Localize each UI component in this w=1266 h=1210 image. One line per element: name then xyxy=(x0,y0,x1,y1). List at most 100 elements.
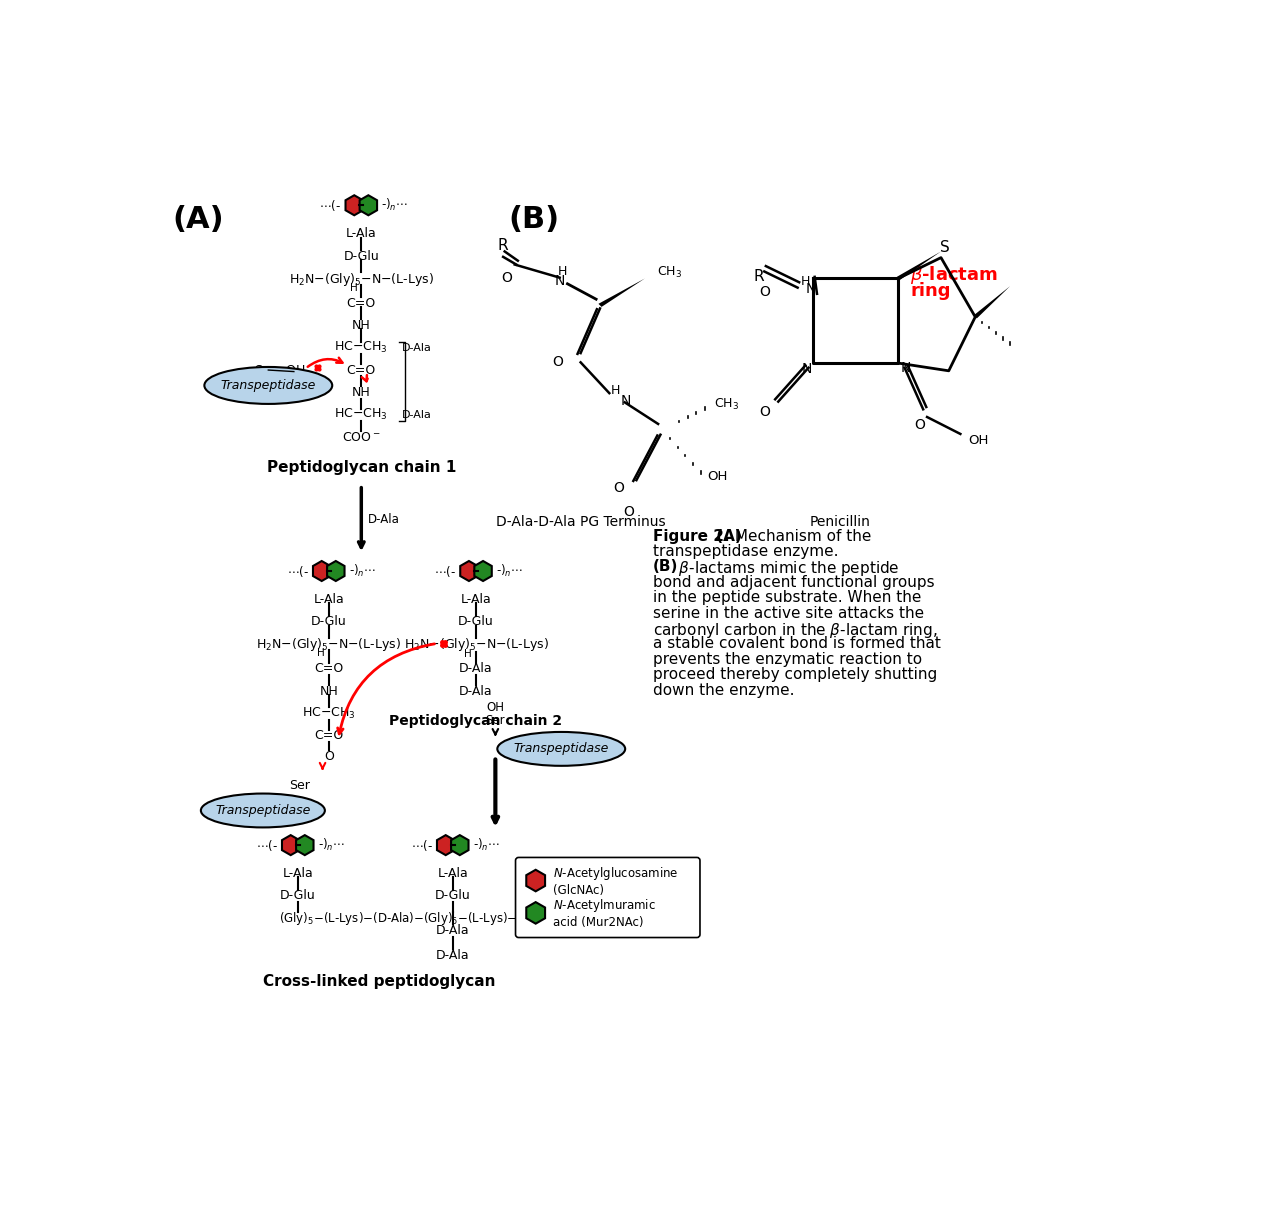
Text: D-Ala: D-Ala xyxy=(401,342,432,352)
Text: L-Ala: L-Ala xyxy=(314,593,344,606)
Polygon shape xyxy=(974,286,1010,318)
Text: NH: NH xyxy=(352,319,371,332)
Text: (A): (A) xyxy=(172,206,224,235)
Text: bond and adjacent functional groups: bond and adjacent functional groups xyxy=(653,575,934,589)
Text: L-Ala: L-Ala xyxy=(437,868,468,880)
Text: -)$_n$$\cdots$: -)$_n$$\cdots$ xyxy=(318,837,344,853)
Text: N: N xyxy=(805,282,817,296)
FancyBboxPatch shape xyxy=(515,858,700,938)
Polygon shape xyxy=(896,252,941,280)
Text: Transpeptidase: Transpeptidase xyxy=(215,803,310,817)
Polygon shape xyxy=(527,870,546,892)
Text: carbonyl carbon in the $\beta$-lactam ring,: carbonyl carbon in the $\beta$-lactam ri… xyxy=(653,621,937,640)
Text: $N$-Acetylmuramic
acid (Mur2NAc): $N$-Acetylmuramic acid (Mur2NAc) xyxy=(553,897,656,929)
Polygon shape xyxy=(475,561,491,581)
Text: H: H xyxy=(610,384,620,397)
Text: OH: OH xyxy=(486,702,504,714)
Text: H: H xyxy=(558,265,567,278)
Text: $\cdots$(-: $\cdots$(- xyxy=(319,197,341,213)
Text: Mechanism of the: Mechanism of the xyxy=(730,529,871,543)
Text: $\cdots$(-: $\cdots$(- xyxy=(256,837,277,853)
Text: D-Ala: D-Ala xyxy=(367,513,399,526)
Text: -)$_n$$\cdots$: -)$_n$$\cdots$ xyxy=(349,563,376,580)
Text: NH: NH xyxy=(319,685,338,698)
Text: transpeptidase enzyme.: transpeptidase enzyme. xyxy=(653,544,838,559)
Text: CH$_3$: CH$_3$ xyxy=(714,397,739,413)
Text: prevents the enzymatic reaction to: prevents the enzymatic reaction to xyxy=(653,652,922,667)
Text: Figure 2.: Figure 2. xyxy=(653,529,729,543)
Text: $N$-Acetylglucosamine
(GlcNAc): $N$-Acetylglucosamine (GlcNAc) xyxy=(553,865,679,897)
Polygon shape xyxy=(451,835,468,855)
Text: N: N xyxy=(620,393,630,408)
Text: D-Glu: D-Glu xyxy=(343,249,380,263)
Text: N: N xyxy=(555,273,565,288)
Text: C=O: C=O xyxy=(347,363,376,376)
Text: (B): (B) xyxy=(653,559,679,575)
Text: D-Glu: D-Glu xyxy=(436,889,471,903)
Text: H$_2$N$-$(Gly)$_5$$-$N$-$(L-Lys): H$_2$N$-$(Gly)$_5$$-$N$-$(L-Lys) xyxy=(404,636,548,653)
Text: D-Ala-D-Ala PG Terminus: D-Ala-D-Ala PG Terminus xyxy=(496,514,666,529)
Text: Cross-linked peptidoglycan: Cross-linked peptidoglycan xyxy=(263,974,495,989)
Text: $\cdots$(-: $\cdots$(- xyxy=(410,837,433,853)
Text: Ser: Ser xyxy=(486,714,505,727)
Text: $\cdots$(-: $\cdots$(- xyxy=(286,564,309,578)
Text: O: O xyxy=(501,271,513,284)
Text: H: H xyxy=(800,275,810,288)
Text: down the enzyme.: down the enzyme. xyxy=(653,682,794,698)
Polygon shape xyxy=(313,561,330,581)
Text: Transpeptidase: Transpeptidase xyxy=(220,379,316,392)
Text: O: O xyxy=(758,284,770,299)
Text: D-Ala: D-Ala xyxy=(436,949,470,962)
Text: $\beta$-lactams mimic the peptide: $\beta$-lactams mimic the peptide xyxy=(675,559,900,578)
Text: Peptidoglycan chain 2: Peptidoglycan chain 2 xyxy=(390,714,562,728)
Text: L-Ala: L-Ala xyxy=(346,227,377,241)
Text: -)$_n$$\cdots$: -)$_n$$\cdots$ xyxy=(496,563,523,580)
Text: H: H xyxy=(465,650,472,659)
Text: N: N xyxy=(901,361,912,375)
Text: HC$-$CH$_3$: HC$-$CH$_3$ xyxy=(334,340,389,356)
Text: proceed thereby completely shutting: proceed thereby completely shutting xyxy=(653,667,937,682)
Text: H: H xyxy=(349,283,357,293)
Text: Peptidoglycan chain 1: Peptidoglycan chain 1 xyxy=(267,460,456,476)
Text: D-Ala: D-Ala xyxy=(460,662,492,675)
Text: Ser: Ser xyxy=(289,779,310,793)
Text: N: N xyxy=(801,362,812,376)
Polygon shape xyxy=(282,835,300,855)
Polygon shape xyxy=(346,195,363,215)
Text: -)$_n$$\cdots$: -)$_n$$\cdots$ xyxy=(381,197,409,213)
Text: O: O xyxy=(613,480,624,495)
Text: NH: NH xyxy=(352,386,371,399)
Text: in the peptide substrate. When the: in the peptide substrate. When the xyxy=(653,590,922,605)
Polygon shape xyxy=(527,903,546,923)
Text: D-Ala: D-Ala xyxy=(401,410,432,420)
Text: O: O xyxy=(914,417,924,432)
Text: S: S xyxy=(939,240,950,255)
Text: H: H xyxy=(316,649,325,658)
Text: O: O xyxy=(623,505,634,519)
Text: D-Ala: D-Ala xyxy=(436,924,470,937)
Text: C=O: C=O xyxy=(347,296,376,310)
Text: L-Ala: L-Ala xyxy=(282,868,313,880)
Text: (Gly)$_5$$-$(L-Lys)$-$(D-Ala)$-$(Gly)$_5$$-$(L-Lys)$-$: (Gly)$_5$$-$(L-Lys)$-$(D-Ala)$-$(Gly)$_5… xyxy=(280,910,518,927)
Text: -)$_n$$\cdots$: -)$_n$$\cdots$ xyxy=(473,837,500,853)
Text: (A): (A) xyxy=(710,529,742,543)
Text: HC$-$CH$_3$: HC$-$CH$_3$ xyxy=(301,705,356,721)
Polygon shape xyxy=(599,278,644,307)
Text: Ser$-$OH: Ser$-$OH xyxy=(254,363,305,376)
Polygon shape xyxy=(327,561,344,581)
Text: Penicillin: Penicillin xyxy=(810,514,871,529)
Text: C=O: C=O xyxy=(314,662,343,675)
Text: serine in the active site attacks the: serine in the active site attacks the xyxy=(653,606,924,621)
Text: L-Ala: L-Ala xyxy=(461,593,491,606)
Ellipse shape xyxy=(498,732,625,766)
Polygon shape xyxy=(360,195,377,215)
Text: $\beta$-lactam: $\beta$-lactam xyxy=(910,264,998,286)
Polygon shape xyxy=(461,561,477,581)
Text: D-Glu: D-Glu xyxy=(458,616,494,628)
Text: O: O xyxy=(760,404,771,419)
Text: O: O xyxy=(552,356,563,369)
Polygon shape xyxy=(296,835,314,855)
Text: O: O xyxy=(324,750,334,764)
Polygon shape xyxy=(437,835,454,855)
Text: C=O: C=O xyxy=(314,730,343,742)
